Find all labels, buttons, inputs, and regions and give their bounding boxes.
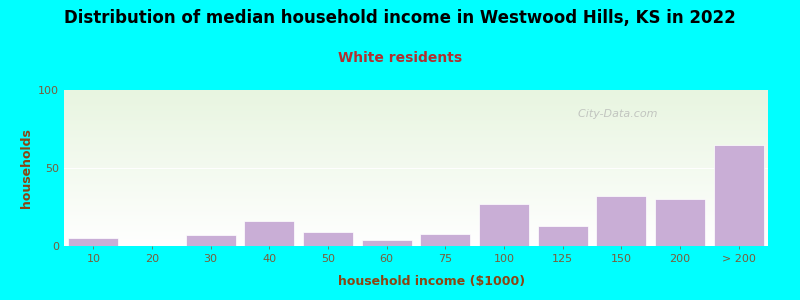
Text: City-Data.com: City-Data.com [571, 109, 658, 119]
Bar [714, 145, 763, 246]
Bar [538, 226, 587, 246]
Bar [303, 232, 353, 246]
Text: Distribution of median household income in Westwood Hills, KS in 2022: Distribution of median household income … [64, 9, 736, 27]
Bar [421, 233, 470, 246]
Text: White residents: White residents [338, 51, 462, 65]
Bar [479, 204, 529, 246]
Bar [655, 199, 705, 246]
Bar [596, 196, 646, 246]
Bar [69, 238, 118, 246]
Y-axis label: households: households [19, 128, 33, 208]
Bar [186, 235, 235, 246]
Bar [362, 240, 411, 246]
Bar [245, 221, 294, 246]
Text: household income ($1000): household income ($1000) [338, 275, 526, 288]
